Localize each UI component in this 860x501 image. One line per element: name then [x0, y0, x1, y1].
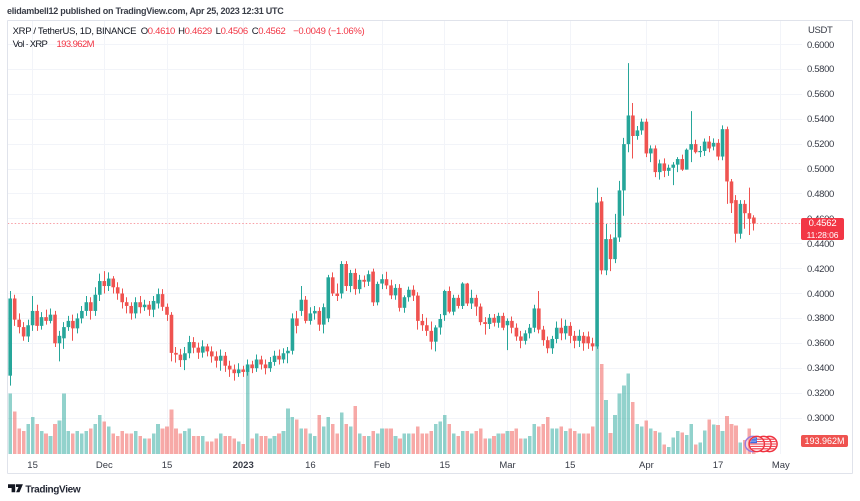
- svg-text:TradingView: TradingView: [25, 485, 80, 496]
